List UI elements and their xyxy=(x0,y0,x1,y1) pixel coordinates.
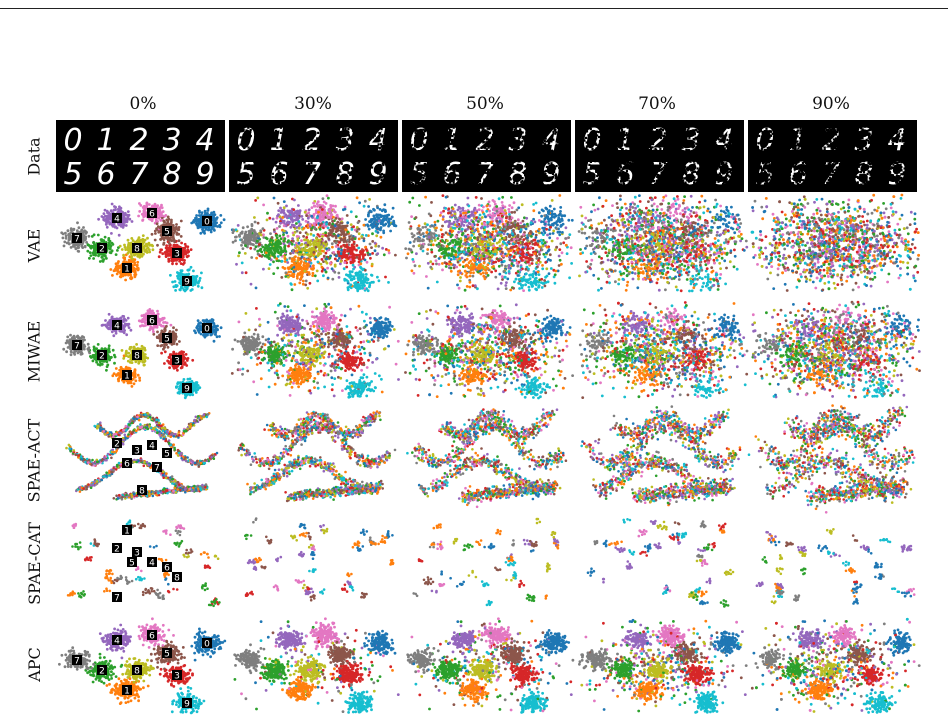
row-label-apc: APC xyxy=(20,609,48,719)
digit-glyph: 6 xyxy=(96,157,115,192)
digit-glyph: 7 xyxy=(129,157,148,192)
scatter-panel-vae xyxy=(230,193,402,293)
digit-glyph: 3 xyxy=(162,123,181,158)
digit-glyph: 1 xyxy=(96,123,115,158)
scatter-panel-miwae xyxy=(750,300,922,400)
scatter-panel-spae-act xyxy=(577,405,749,507)
scatter-panel-spae-act xyxy=(747,404,922,514)
scatter-panel-vae xyxy=(750,193,922,293)
scatter-panel-spae-cat xyxy=(577,512,749,612)
row-label-spae-cat: SPAE-CAT xyxy=(20,508,48,618)
digit-glyph: 5 xyxy=(63,157,82,192)
digit-glyph: 9 xyxy=(195,157,214,192)
row-label-vae: VAE xyxy=(20,190,48,300)
scatter-panel-apc xyxy=(403,615,575,715)
digit-glyph: 0 xyxy=(63,123,82,158)
scatter-panel-spae-act xyxy=(230,405,402,505)
top-rule xyxy=(0,8,948,9)
scatter-panel-apc xyxy=(577,615,749,715)
scatter-panel-apc xyxy=(230,615,402,715)
scatter-panel-miwae xyxy=(577,300,749,400)
column-header-1: 30% xyxy=(228,94,398,114)
scatter-panel-miwae xyxy=(230,300,402,400)
scatter-panel-vae xyxy=(403,193,575,293)
digit-glyph: 5 xyxy=(236,157,255,192)
column-header-4: 90% xyxy=(746,94,916,114)
column-header-2: 50% xyxy=(400,94,570,114)
digit-glyph: 4 xyxy=(195,123,214,158)
scatter-panel-vae xyxy=(577,193,749,293)
digit-glyph: 8 xyxy=(335,157,354,192)
row-label-miwae: MIWAE xyxy=(20,296,48,406)
digit-glyph: 8 xyxy=(162,157,181,192)
column-header-3: 70% xyxy=(572,94,742,114)
scatter-panel-miwae xyxy=(403,300,575,400)
column-header-0: 0% xyxy=(58,94,228,114)
digit-glyph: 2 xyxy=(129,123,148,158)
scatter-panel-spae-cat xyxy=(750,512,922,612)
row-label-spae-act: SPAE-ACT xyxy=(20,405,48,515)
scatter-panel-spae-cat xyxy=(403,512,575,612)
scatter-panel-spae-cat xyxy=(230,512,402,612)
scatter-panel-spae-act xyxy=(403,405,575,509)
scatter-panel-apc xyxy=(750,615,922,715)
